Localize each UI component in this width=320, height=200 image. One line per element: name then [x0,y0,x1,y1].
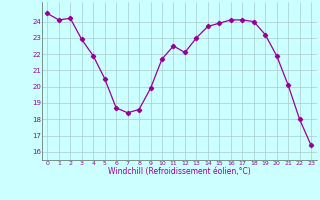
X-axis label: Windchill (Refroidissement éolien,°C): Windchill (Refroidissement éolien,°C) [108,167,251,176]
